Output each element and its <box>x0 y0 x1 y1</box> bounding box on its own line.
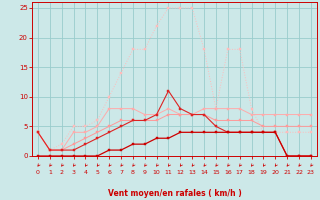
X-axis label: Vent moyen/en rafales ( km/h ): Vent moyen/en rafales ( km/h ) <box>108 189 241 198</box>
